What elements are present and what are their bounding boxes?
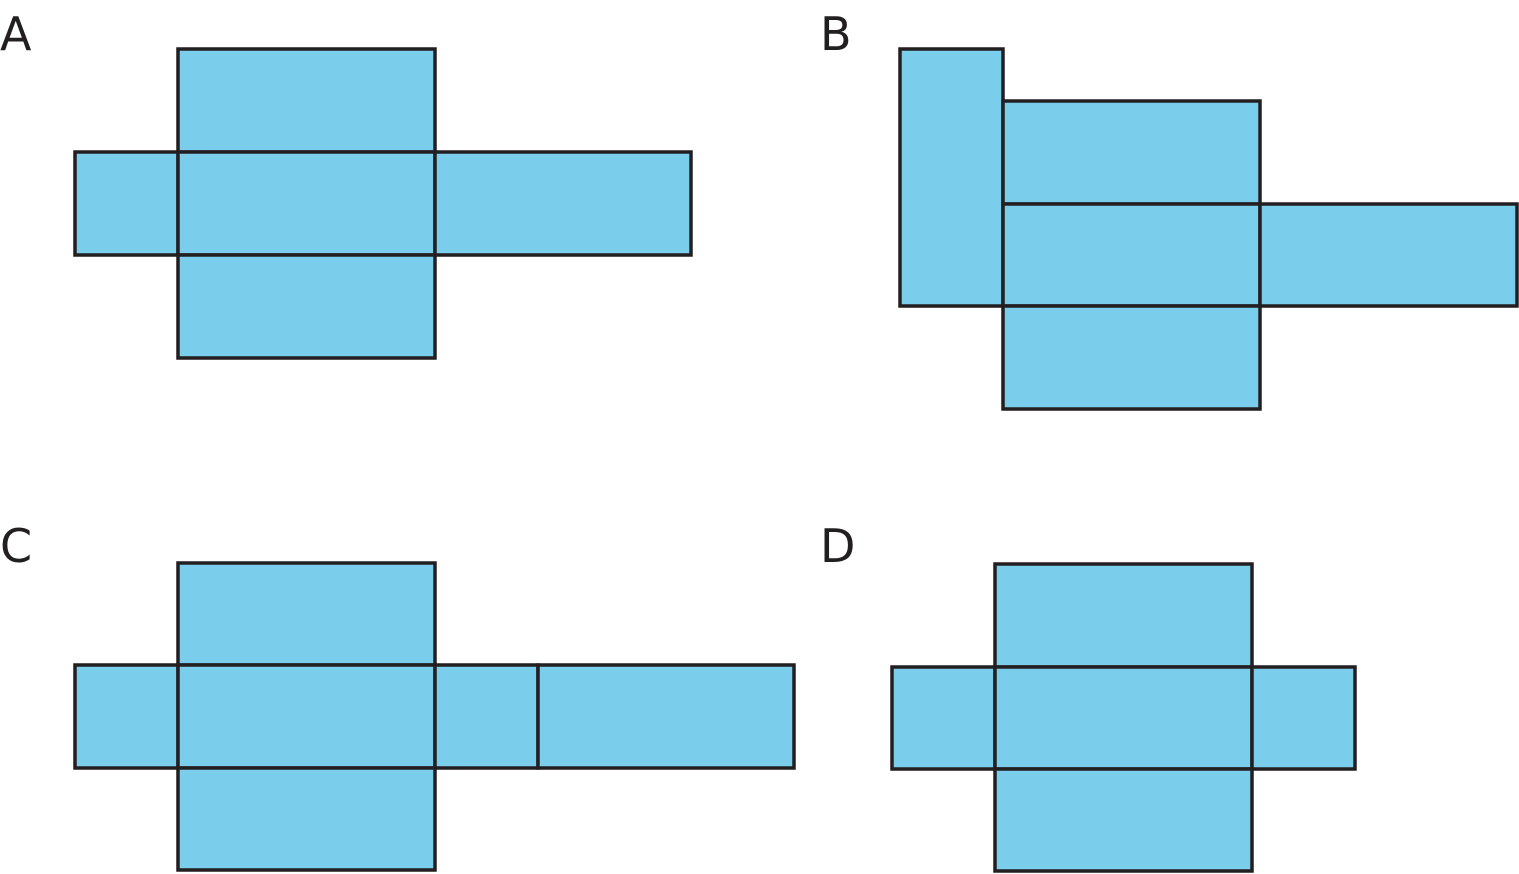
net-face — [176, 150, 437, 257]
net-face — [1250, 665, 1357, 771]
net-face — [176, 663, 437, 770]
net-face — [890, 665, 997, 771]
net-face — [176, 561, 437, 667]
label-d: D — [820, 519, 855, 573]
net-face — [993, 562, 1254, 669]
label-b: B — [820, 7, 852, 61]
net-d — [890, 562, 1357, 873]
net-face — [993, 767, 1254, 873]
net-c — [73, 561, 796, 872]
net-face — [73, 663, 180, 770]
net-face — [176, 253, 437, 360]
net-face — [73, 150, 180, 257]
net-b — [898, 47, 1519, 411]
label-a: A — [0, 7, 32, 61]
net-face — [993, 665, 1254, 771]
net-a — [73, 47, 693, 360]
net-face — [1001, 99, 1262, 206]
net-face — [433, 150, 693, 257]
net-face — [1001, 304, 1262, 411]
net-face — [1001, 202, 1262, 308]
net-face — [176, 766, 437, 872]
net-face — [536, 663, 796, 770]
net-face — [176, 47, 437, 154]
net-face — [433, 663, 540, 770]
net-face — [1258, 202, 1519, 308]
label-c: C — [0, 519, 32, 573]
net-face — [898, 47, 1005, 308]
